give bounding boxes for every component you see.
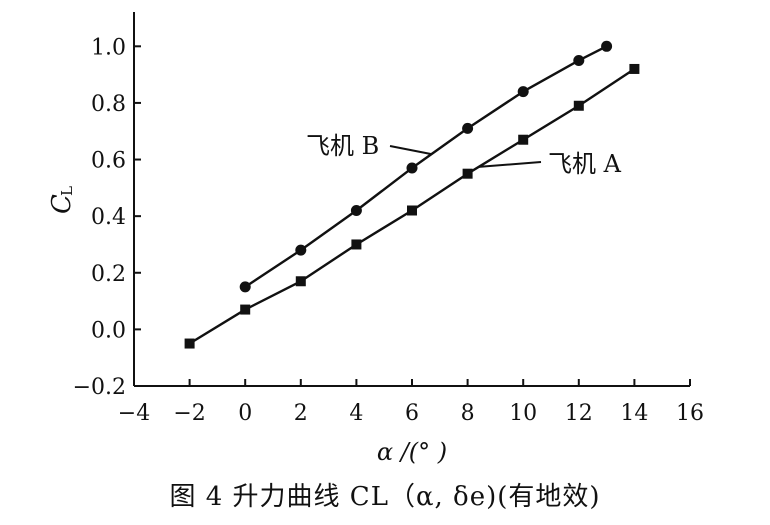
data-point-circle: [462, 122, 474, 134]
y-axis-label: C: [47, 194, 77, 214]
x-tick-label: −2: [173, 401, 205, 426]
data-point-circle: [350, 204, 362, 216]
y-tick-label: 0.2: [91, 262, 126, 287]
data-point-circle: [601, 40, 613, 52]
figure-caption: 图 4 升力曲线 CL（α, δe)(有地效): [169, 482, 601, 512]
y-tick-label: 0.6: [91, 149, 126, 174]
x-tick-label: 14: [620, 401, 648, 426]
y-axis-label-subscript: L: [58, 186, 76, 196]
x-tick-label: 4: [349, 401, 363, 426]
y-tick-label: 0.8: [91, 92, 126, 117]
data-point-square: [629, 63, 640, 74]
data-point-circle: [295, 244, 307, 256]
x-axis-label: α /(° ): [377, 438, 447, 466]
data-point-circle: [573, 54, 585, 66]
y-tick-label: 0.4: [91, 205, 126, 230]
data-point-square: [407, 205, 417, 216]
annotation-leader-line: [478, 161, 542, 168]
annotation-label: 飞机 B: [306, 132, 379, 160]
x-tick-label: 12: [565, 401, 593, 426]
x-tick-label: 6: [405, 401, 419, 426]
annotation-leader-line: [389, 145, 432, 156]
data-point-square: [240, 304, 251, 315]
x-tick-label: 8: [461, 401, 475, 426]
data-point-circle: [406, 162, 418, 174]
data-point-square: [295, 276, 306, 287]
series-line-1: [244, 45, 608, 288]
data-point-square: [351, 239, 362, 250]
data-point-square: [184, 338, 195, 349]
x-tick-label: 16: [676, 401, 704, 426]
x-tick-label: 10: [509, 401, 537, 426]
data-point-square: [573, 100, 584, 111]
y-tick-label: 1.0: [91, 35, 126, 60]
data-point-circle: [239, 281, 251, 293]
annotation-label: 飞机 A: [548, 150, 622, 178]
x-tick-label: 0: [238, 401, 252, 426]
x-tick-label: 2: [294, 401, 308, 426]
data-point-square: [462, 168, 473, 179]
y-tick-label: 0.0: [91, 318, 126, 343]
x-tick-label: −4: [118, 401, 150, 426]
y-tick-label: −0.2: [73, 375, 126, 400]
data-point-circle: [517, 86, 529, 98]
data-point-square: [518, 134, 529, 145]
